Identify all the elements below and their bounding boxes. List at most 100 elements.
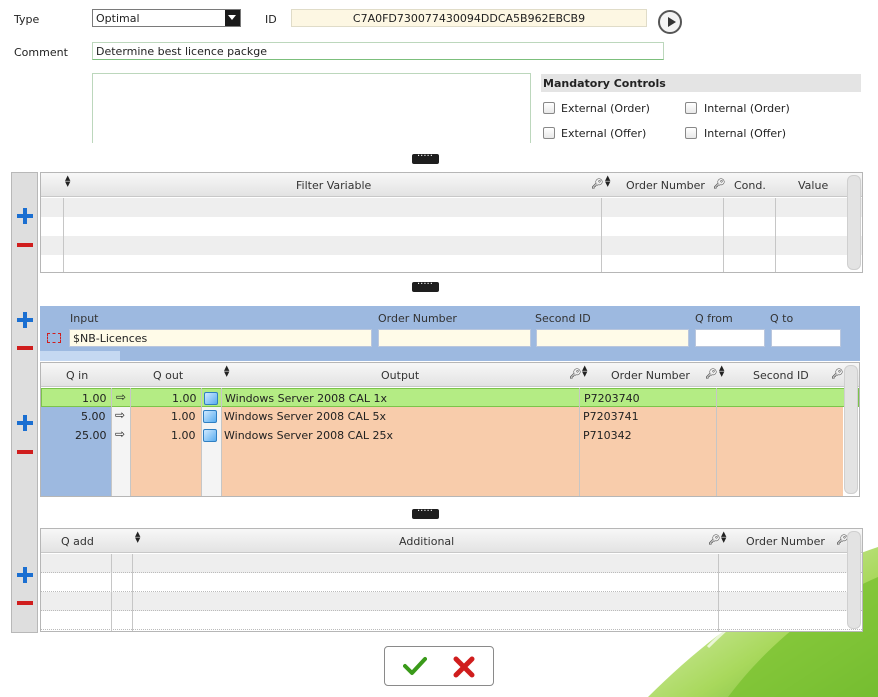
input-variable-field[interactable]: $NB-Licences bbox=[69, 329, 372, 347]
q-in-cell: 1.00 bbox=[82, 392, 107, 405]
input-q-from-field[interactable] bbox=[695, 329, 765, 347]
table-row[interactable] bbox=[41, 236, 862, 255]
add-additional-icon[interactable] bbox=[17, 567, 33, 583]
id-field[interactable]: C7A0FD730077430094DDCA5B962EBCB9 bbox=[291, 9, 647, 27]
internal-offer-label: Internal (Offer) bbox=[704, 127, 787, 140]
input-panel-tab bbox=[40, 351, 120, 361]
table-row[interactable] bbox=[41, 554, 862, 573]
input-label: Input bbox=[70, 312, 99, 325]
add-input-icon[interactable] bbox=[17, 312, 33, 328]
additional-grid-header: Q add ▲ ▼ Additional 🔑︎ ▲ ▼ Order Number 🔑… bbox=[41, 529, 862, 553]
table-row[interactable] bbox=[41, 573, 862, 592]
id-label: ID bbox=[265, 13, 277, 26]
output-grid: Q in Q out ▲ ▼ Output 🔑︎ ▲ ▼ Order Number … bbox=[40, 362, 860, 497]
output-cell: Windows Server 2008 CAL 1x bbox=[225, 392, 387, 405]
value-header[interactable]: Value bbox=[798, 179, 829, 192]
confirm-check-icon[interactable] bbox=[403, 656, 427, 676]
output-cell: Windows Server 2008 CAL 25x bbox=[224, 429, 393, 442]
external-order-label: External (Order) bbox=[561, 102, 650, 115]
splitter-handle-filter[interactable] bbox=[412, 276, 439, 292]
remove-input-icon[interactable] bbox=[17, 340, 33, 356]
product-cube-icon bbox=[203, 429, 217, 442]
table-row[interactable] bbox=[41, 217, 862, 236]
type-dropdown[interactable]: Optimal bbox=[92, 9, 241, 27]
arrow-right-icon: ⇨ bbox=[115, 408, 126, 422]
q-out-cell: 1.00 bbox=[172, 392, 197, 405]
external-offer-checkbox[interactable] bbox=[543, 127, 555, 139]
type-dropdown-value: Optimal bbox=[96, 12, 140, 25]
sort-icon[interactable]: ▲ ▼ bbox=[582, 364, 588, 378]
add-filter-icon[interactable] bbox=[17, 208, 33, 224]
input-q-to-field[interactable] bbox=[771, 329, 841, 347]
external-offer-label: External (Offer) bbox=[561, 127, 647, 140]
remove-filter-icon[interactable] bbox=[17, 237, 33, 253]
input-order-number-field[interactable] bbox=[378, 329, 531, 347]
key-icon: 🔑︎ bbox=[708, 535, 721, 546]
remove-output-icon[interactable] bbox=[17, 444, 33, 460]
order-number-header[interactable]: Order Number bbox=[626, 179, 705, 192]
q-out-cell: 1.00 bbox=[171, 410, 196, 423]
additional-header[interactable]: Additional bbox=[399, 535, 455, 548]
additional-order-number-header[interactable]: Order Number bbox=[746, 535, 825, 548]
cond-header[interactable]: Cond. bbox=[734, 179, 766, 192]
arrow-right-icon: ⇨ bbox=[116, 390, 127, 404]
input-second-id-label: Second ID bbox=[535, 312, 591, 325]
table-row[interactable] bbox=[41, 255, 862, 272]
key-icon: 🔑︎ bbox=[569, 369, 582, 380]
filter-variable-header[interactable]: Filter Variable bbox=[296, 179, 372, 192]
comment-label: Comment bbox=[14, 46, 68, 59]
table-row[interactable] bbox=[41, 592, 862, 611]
left-action-bar bbox=[11, 172, 38, 633]
output-grid-scrollbar[interactable] bbox=[844, 365, 858, 494]
output-order-number-header[interactable]: Order Number bbox=[611, 369, 690, 382]
input-second-id-field[interactable] bbox=[536, 329, 689, 347]
splitter-handle-top[interactable] bbox=[412, 148, 439, 164]
order-number-cell: P7203740 bbox=[584, 392, 640, 405]
product-cube-icon bbox=[204, 392, 218, 405]
product-cube-icon bbox=[203, 410, 217, 423]
internal-order-checkbox[interactable] bbox=[685, 102, 697, 114]
play-icon[interactable] bbox=[658, 10, 682, 34]
splitter-handle-output[interactable] bbox=[412, 503, 439, 519]
key-icon: 🔑︎ bbox=[831, 369, 844, 380]
sort-icon[interactable]: ▲ ▼ bbox=[224, 364, 230, 378]
description-textarea[interactable] bbox=[92, 73, 531, 143]
key-icon: 🔑︎ bbox=[713, 179, 726, 190]
table-row[interactable]: 25.00 ⇨ 1.00 Windows Server 2008 CAL 25x… bbox=[41, 426, 859, 445]
table-row[interactable]: 1.00 ⇨ 1.00 Windows Server 2008 CAL 1x P… bbox=[41, 388, 859, 407]
sort-icon[interactable]: ▲ ▼ bbox=[719, 364, 725, 378]
internal-order-label: Internal (Order) bbox=[704, 102, 790, 115]
sort-icon[interactable]: ▲ ▼ bbox=[135, 530, 141, 544]
output-header[interactable]: Output bbox=[381, 369, 420, 382]
input-q-from-label: Q from bbox=[695, 312, 733, 325]
q-add-header[interactable]: Q add bbox=[61, 535, 94, 548]
filter-grid-scrollbar[interactable] bbox=[847, 175, 861, 270]
output-cell: Windows Server 2008 CAL 5x bbox=[224, 410, 386, 423]
comment-input[interactable]: Determine best licence packge bbox=[92, 42, 664, 60]
order-number-cell: P7203741 bbox=[583, 410, 639, 423]
key-icon: 🔑︎ bbox=[836, 535, 849, 546]
add-output-icon[interactable] bbox=[17, 415, 33, 431]
sort-icon[interactable]: ▲ ▼ bbox=[65, 174, 71, 188]
filter-grid: ▲ ▼ Filter Variable 🔑︎ ▲ ▼ Order Number 🔑︎… bbox=[40, 172, 863, 273]
q-out-header[interactable]: Q out bbox=[153, 369, 184, 382]
sort-icon[interactable]: ▲ ▼ bbox=[721, 530, 727, 544]
output-second-id-header[interactable]: Second ID bbox=[753, 369, 809, 382]
q-in-header[interactable]: Q in bbox=[66, 369, 89, 382]
internal-offer-checkbox[interactable] bbox=[685, 127, 697, 139]
table-row[interactable] bbox=[41, 198, 862, 217]
variable-icon bbox=[47, 333, 61, 343]
remove-additional-icon[interactable] bbox=[17, 595, 33, 611]
key-icon: 🔑︎ bbox=[591, 179, 604, 190]
additional-grid-scrollbar[interactable] bbox=[847, 531, 861, 629]
cancel-x-icon[interactable] bbox=[452, 655, 476, 679]
table-row[interactable] bbox=[41, 611, 862, 630]
dialog-button-bar bbox=[384, 646, 494, 686]
chevron-down-icon[interactable] bbox=[225, 10, 240, 26]
external-order-checkbox[interactable] bbox=[543, 102, 555, 114]
input-q-to-label: Q to bbox=[770, 312, 794, 325]
sort-icon[interactable]: ▲ ▼ bbox=[605, 174, 611, 188]
table-row[interactable]: 5.00 ⇨ 1.00 Windows Server 2008 CAL 5x P… bbox=[41, 407, 859, 426]
q-in-cell: 25.00 bbox=[75, 429, 107, 442]
q-in-cell: 5.00 bbox=[81, 410, 106, 423]
